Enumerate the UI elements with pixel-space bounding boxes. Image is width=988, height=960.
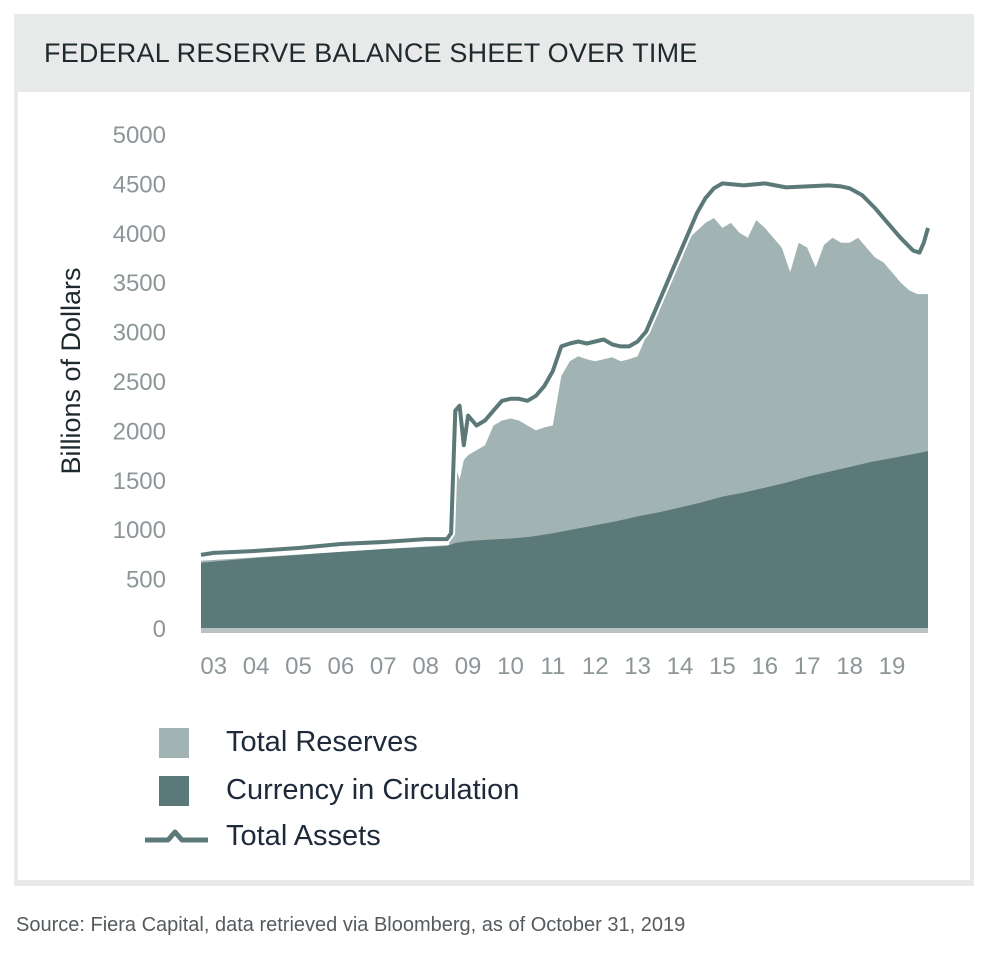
y-tick-label: 1500 [113,468,166,495]
y-tick-label: 4000 [113,221,166,248]
chart-card: FEDERAL RESERVE BALANCE SHEET OVER TIME … [14,14,974,886]
legend-label-assets: Total Assets [226,820,381,852]
y-tick-label: 500 [126,567,166,594]
y-tick-label: 2500 [113,369,166,396]
legend-swatch-currency [159,776,189,806]
legend-swatch-reserves [159,728,189,758]
x-tick-label: 13 [624,653,651,680]
y-tick-label: 0 [153,616,166,643]
x-tick-label: 09 [455,653,482,680]
x-tick-label: 12 [582,653,609,680]
x-tick-label: 14 [667,653,694,680]
chart-title: FEDERAL RESERVE BALANCE SHEET OVER TIME [44,38,698,68]
legend-line-path [145,829,208,843]
x-tick-label: 18 [836,653,863,680]
legend-label-currency: Currency in Circulation [226,774,520,806]
y-tick-label: 3500 [113,270,166,297]
x-tick-label: 11 [540,653,565,680]
y-tick-label: 1000 [113,517,166,544]
currency-area [201,451,928,628]
x-tick-label: 07 [370,653,397,680]
y-tick-label: 3000 [113,320,166,347]
y-tick-label: 5000 [113,122,166,149]
legend-line-assets [145,829,208,843]
x-tick-label: 17 [794,653,821,680]
x-tick-label: 08 [412,653,439,680]
legend-label-reserves: Total Reserves [226,726,418,758]
source-note: Source: Fiera Capital, data retrieved vi… [16,914,686,936]
x-tick-label: 15 [709,653,736,680]
x-tick-label: 05 [285,653,312,680]
total-assets-line [200,181,930,557]
chart-svg: 0 500 1000 1500 2000 2500 3000 3500 4000 4500 5000… [56,122,932,680]
x-tick-label: 10 [497,653,524,680]
y-tick-label: 4500 [113,171,166,198]
chart-panel: 0 500 1000 1500 2000 2500 3000 3500 4000 4500 5000… [18,92,970,880]
x-tick-label: 03 [200,653,227,680]
x-tick-label: 04 [243,653,270,680]
x-tick-label: 06 [328,653,355,680]
x-tick-label: 19 [879,653,906,680]
y-axis-label: Billions of Dollars [56,267,86,474]
chart-header: FEDERAL RESERVE BALANCE SHEET OVER TIME [14,14,974,88]
x-axis-baseline [201,628,928,633]
y-tick-label: 2000 [113,418,166,445]
x-tick-label: 16 [751,653,778,680]
